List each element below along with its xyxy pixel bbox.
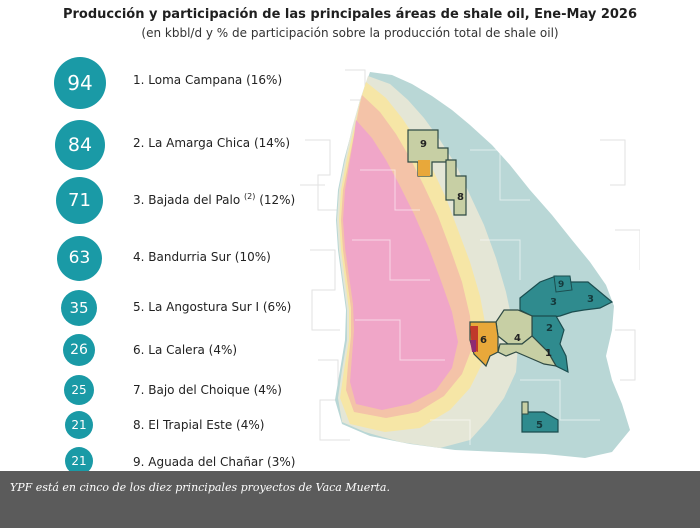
rank-bubble-3: 71: [56, 177, 103, 224]
rank-bubble-1: 94: [54, 57, 106, 109]
rank-label-1: 1. Loma Campana (16%): [133, 73, 283, 87]
rank-bubble-9: 21: [65, 447, 93, 475]
map-background-grid: [300, 69, 640, 441]
basin-map: 9 8 3 3 9 2 4 1 6 5: [300, 69, 640, 458]
caption-bar: YPF está en cinco de los diez principale…: [0, 471, 700, 528]
area-label-1: 1: [545, 348, 552, 359]
area-label-7: 8: [457, 192, 464, 203]
area-block-8: 9: [407, 129, 449, 177]
area-block-5: 5: [521, 401, 559, 433]
rank-bubble-7: 25: [64, 375, 94, 405]
area-label-3b: 3: [587, 294, 594, 305]
area-label-4: 4: [514, 333, 521, 344]
area-label-3: 3: [550, 297, 557, 308]
rank-label-6: 6. La Calera (4%): [133, 343, 238, 357]
rank-bubble-8: 21: [65, 411, 93, 439]
rank-label-4: 4. Bandurria Sur (10%): [133, 250, 271, 264]
area-label-8: 9: [420, 139, 427, 150]
area-block-4: 4: [495, 309, 533, 345]
area-label-2: 2: [546, 323, 553, 334]
area-block-9: 9: [553, 275, 573, 293]
chart-subtitle: (en kbbl/d y % de participación sobre la…: [141, 26, 559, 40]
rank-bubble-6: 26: [63, 334, 95, 366]
rank-bubble-5: 35: [61, 290, 97, 326]
block-subdivisions: [352, 149, 600, 445]
area-block-7: 8: [445, 159, 467, 216]
rank-label-8: 8. El Trapial Este (4%): [133, 418, 265, 432]
oil-window-zone: [343, 120, 458, 410]
rank-label-7: 7. Bajo del Choique (4%): [133, 383, 282, 397]
rank-bubble-4: 63: [57, 236, 102, 281]
area-block-1: 1: [497, 335, 558, 367]
area-block-6: 6: [469, 321, 499, 368]
area-label-9: 9: [558, 280, 564, 290]
area-label-6: 6: [480, 335, 487, 346]
rank-label-3-note: (2): [244, 192, 256, 201]
area-label-5: 5: [536, 420, 543, 431]
rank-label-9: 9. Aguada del Chañar (3%): [133, 455, 296, 469]
chart-title: Producción y participación de las princi…: [62, 7, 638, 22]
caption-text: YPF está en cinco de los diez principale…: [10, 481, 390, 494]
rank-bubble-2: 84: [55, 120, 105, 170]
rank-label-5: 5. La Angostura Sur I (6%): [133, 300, 292, 314]
rank-label-3: 3. Bajada del Palo (2) (12%): [133, 192, 296, 207]
rank-label-2: 2. La Amarga Chica (14%): [133, 136, 290, 150]
